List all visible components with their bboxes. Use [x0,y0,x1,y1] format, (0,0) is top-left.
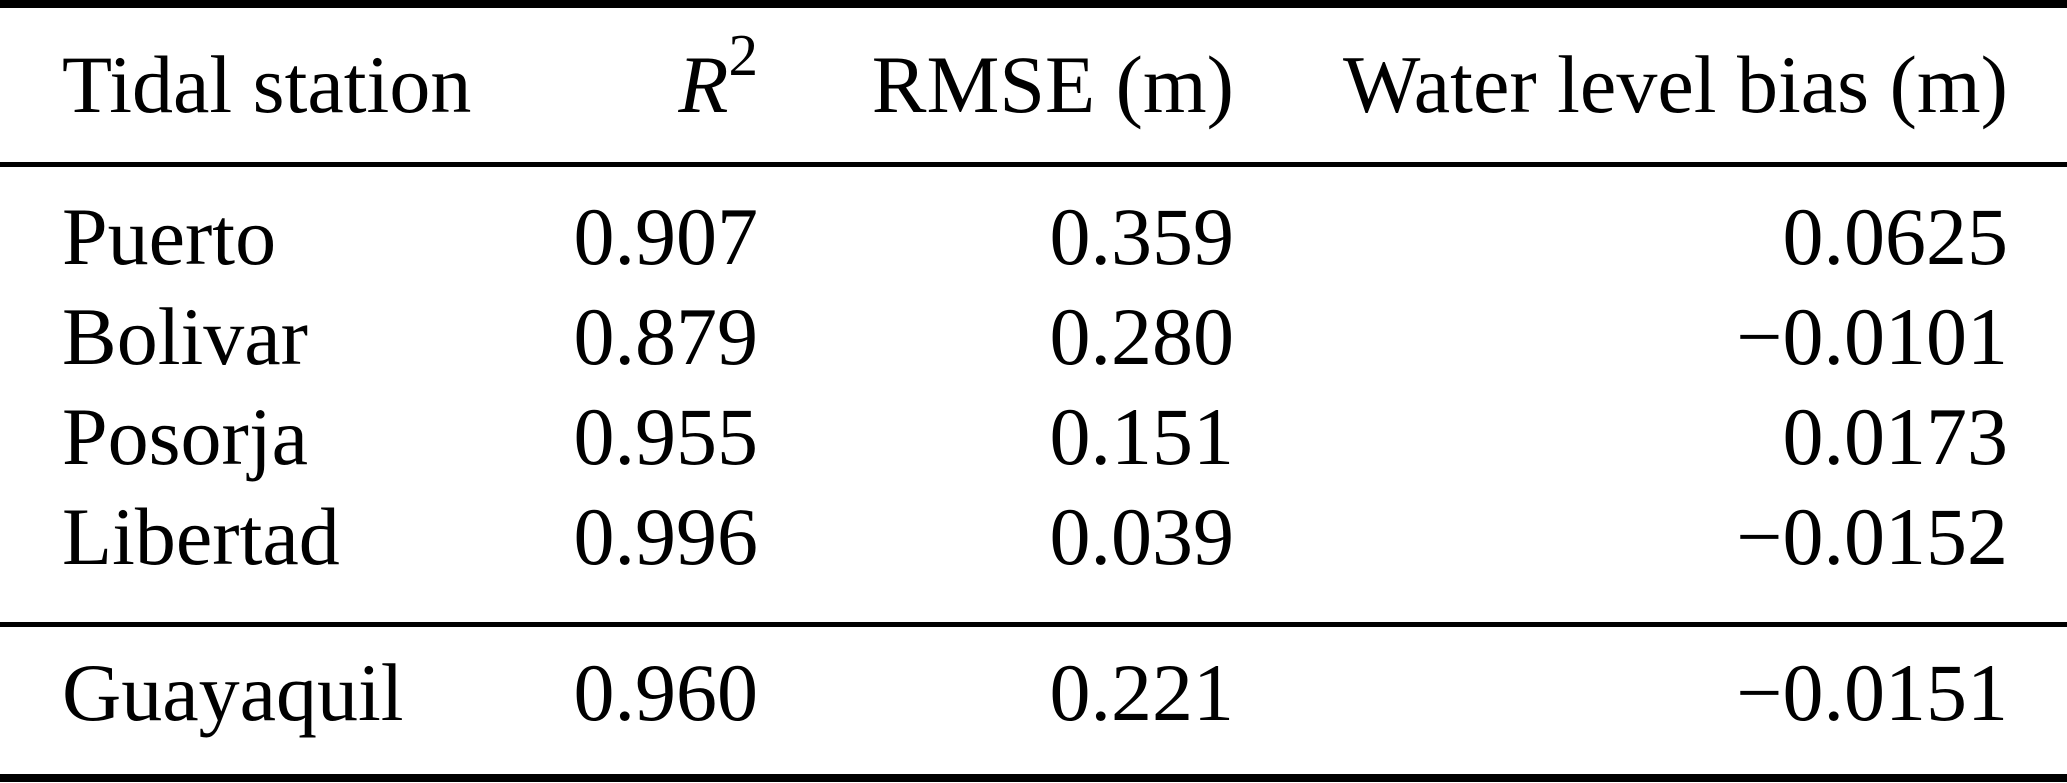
table-row: Puerto 0.907 0.359 0.0625 [0,187,2067,287]
station-name: Libertad [62,490,340,582]
bias-value: 0.0625 [1782,190,2009,282]
table-rule-top [0,0,2067,8]
table-rule-below-header [0,162,2067,167]
station-name: Bolivar [62,290,308,382]
station-name: Puerto [62,190,277,282]
table-row: Libertad 0.996 0.039 −0.0152 [0,487,2067,587]
rmse-value: 0.039 [1049,490,1235,582]
r2-value: 0.879 [573,290,759,382]
header-r2-superscript: 2 [728,22,758,89]
header-r2-base: R [678,38,729,130]
table-rule-above-summary [0,622,2067,627]
bias-value: −0.0101 [1736,290,2008,382]
table-row: Posorja 0.955 0.151 0.0173 [0,387,2067,487]
header-rmse: RMSE (m) [871,38,1234,130]
table-summary-row: Guayaquil 0.960 0.221 −0.0151 [0,627,2067,774]
header-water-level-bias: Water level bias (m) [1342,38,2008,130]
table-row: Bolivar 0.879 0.280 −0.0101 [0,287,2067,387]
bias-value: −0.0151 [1736,647,2008,739]
table-rule-bottom [0,774,2067,782]
bias-value: −0.0152 [1736,490,2008,582]
rmse-value: 0.280 [1049,290,1235,382]
header-tidal-station: Tidal station [62,38,472,130]
bias-value: 0.0173 [1782,390,2009,482]
station-name: Guayaquil [62,647,404,739]
rmse-value: 0.221 [1049,647,1235,739]
rmse-value: 0.151 [1049,390,1235,482]
table-header-row: Tidal station R2 RMSE (m) Water level bi… [0,8,2067,162]
r2-value: 0.960 [573,647,759,739]
rmse-value: 0.359 [1049,190,1235,282]
header-r2: R2 [560,23,758,130]
r2-value: 0.996 [573,490,759,582]
station-name: Posorja [62,390,308,482]
r2-value: 0.955 [573,390,759,482]
table-body: Puerto 0.907 0.359 0.0625 Bolivar 0.879 … [0,167,2067,622]
r2-value: 0.907 [573,190,759,282]
